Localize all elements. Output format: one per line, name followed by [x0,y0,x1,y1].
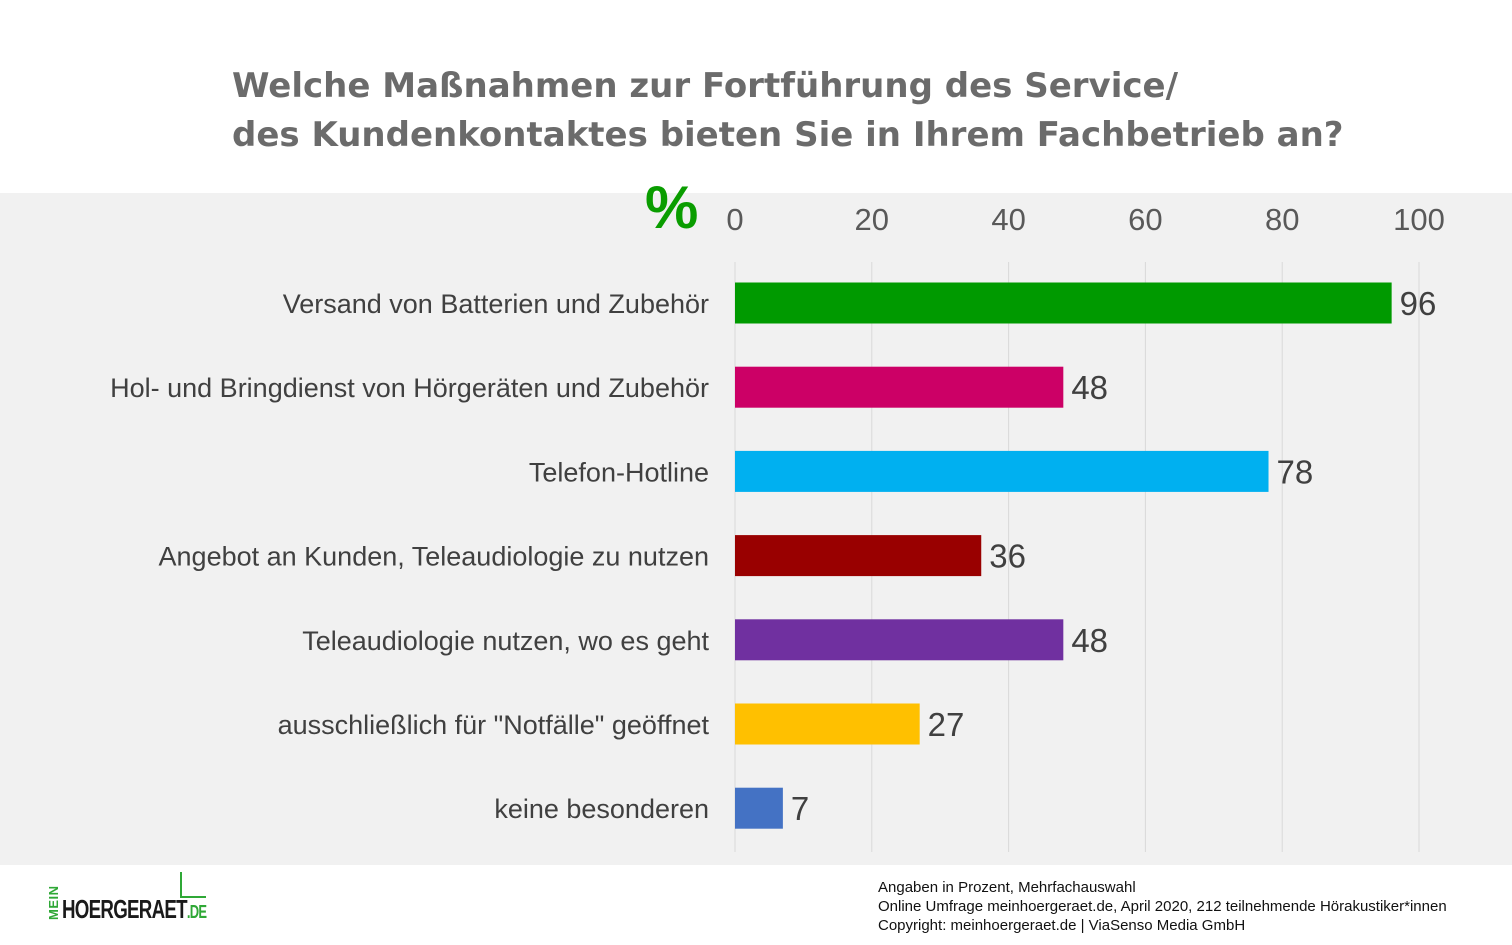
category-label: Telefon-Hotline [529,457,709,487]
logo-corner-line-horizontal [180,896,206,898]
category-label: Angebot an Kunden, Teleaudiologie zu nut… [159,542,709,572]
footer-note-source: Online Umfrage meinhoergeraet.de, April … [878,898,1447,915]
data-label: 27 [928,706,965,743]
data-label: 7 [791,790,809,827]
logo-name: HOERGERAET [62,894,188,924]
logo-corner-line-vertical [180,872,182,898]
brand-logo: MEIN HOERGERAET.DE [46,872,216,924]
bar [735,282,1392,324]
bar [735,787,783,829]
x-tick-label: 40 [991,202,1025,237]
x-tick-label: 80 [1265,202,1299,237]
x-tick-label: 60 [1128,202,1162,237]
logo-tld: .DE [186,902,207,922]
category-label: keine besonderen [494,794,709,824]
percent-unit-label: % [645,174,699,241]
bar [735,450,1269,492]
bar [735,619,1064,661]
data-label: 48 [1071,369,1108,406]
data-label: 96 [1400,285,1437,322]
category-label: Versand von Batterien und Zubehör [283,289,709,319]
footer-note-unit: Angaben in Prozent, Mehrfachauswahl [878,879,1136,896]
category-label: ausschließlich für "Notfälle" geöffnet [278,710,710,740]
chart-title-line-1: Welche Maßnahmen zur Fortführung des Ser… [232,66,1178,106]
category-label: Teleaudiologie nutzen, wo es geht [302,626,709,656]
x-tick-label: 100 [1393,202,1445,237]
bar [735,703,920,745]
bar [735,535,982,577]
logo-prefix: MEIN [46,885,61,921]
data-label: 36 [989,538,1026,575]
footer-notes: Angaben in Prozent, Mehrfachauswahl Onli… [878,878,1447,935]
bar [735,366,1064,408]
data-label: 78 [1277,453,1314,490]
x-tick-label: 0 [726,202,743,237]
chart-title-line-2: des Kundenkontaktes bieten Sie in Ihrem … [232,115,1344,155]
x-tick-label: 20 [855,202,889,237]
data-label: 48 [1071,622,1108,659]
footer-note-copyright: Copyright: meinhoergeraet.de | ViaSenso … [878,917,1246,934]
chart-title: Welche Maßnahmen zur Fortführung des Ser… [232,62,1432,160]
category-label: Hol- und Bringdienst von Hörgeräten und … [110,373,709,403]
logo-wordmark: HOERGERAET.DE [62,894,207,925]
